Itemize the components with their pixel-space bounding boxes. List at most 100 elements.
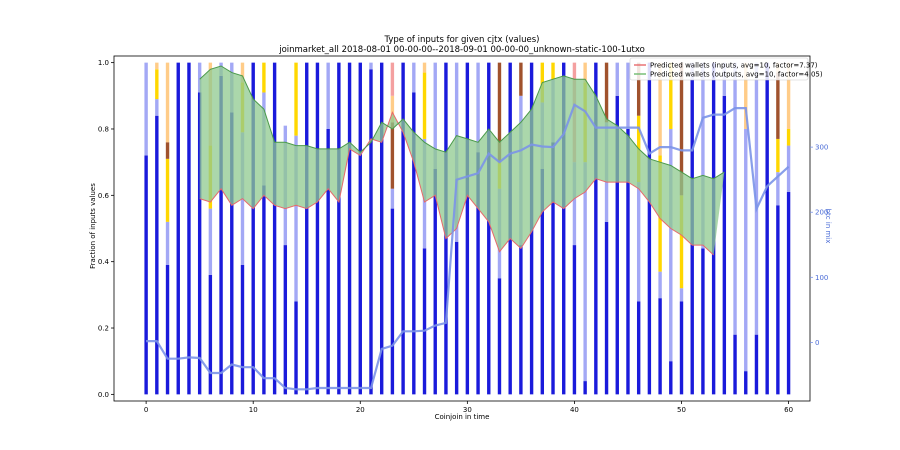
bar-segment-yellow-14 xyxy=(294,62,298,136)
bar-segment-remix-59 xyxy=(776,172,780,206)
bar-segment-fresh-23 xyxy=(390,208,395,395)
bar-segment-remix-44 xyxy=(615,62,619,96)
bar-segment-fresh-35 xyxy=(519,245,523,395)
bar-segment-fresh-48 xyxy=(658,298,662,395)
bar-segment-remix-52 xyxy=(701,62,705,249)
bar-segment-brown-43 xyxy=(604,62,609,123)
bar-segment-brown-35 xyxy=(519,62,523,96)
y-tick-label: 0.8 xyxy=(98,125,109,133)
bar-segment-remix-2 xyxy=(165,221,170,265)
bar-segment-fresh-41 xyxy=(583,381,587,395)
plot-area xyxy=(144,62,791,395)
bar-segment-fresh-19 xyxy=(347,62,352,395)
wallets-fill-band xyxy=(199,66,725,255)
bar-segment-remix-1 xyxy=(155,99,159,116)
bar-segment-fresh-58 xyxy=(765,62,769,395)
x-axis-label: Coinjoin in time xyxy=(435,413,490,421)
bar-segment-fresh-13 xyxy=(283,245,288,395)
bar-segment-remix-27 xyxy=(433,62,437,169)
bar-segment-fresh-59 xyxy=(776,205,780,395)
bar-segment-orange-60 xyxy=(786,62,791,129)
x-tick-label: 60 xyxy=(784,406,793,414)
bar-segment-remix-48 xyxy=(658,271,662,299)
bar-segment-yellow-49 xyxy=(669,62,673,129)
bar-segment-fresh-32 xyxy=(487,62,491,395)
bar-segment-fresh-49 xyxy=(669,361,673,395)
bar-segment-brown-33 xyxy=(497,62,502,163)
outputs-wallets-line xyxy=(199,65,725,180)
y-tick-label: 0.0 xyxy=(98,391,109,399)
bar-segment-yellow-60 xyxy=(786,128,791,146)
x-tick-label: 10 xyxy=(249,406,258,414)
bar-segment-yellow-26 xyxy=(422,72,427,139)
bar-segment-fresh-60 xyxy=(786,192,791,395)
bar-segment-fresh-22 xyxy=(379,62,384,395)
chart-title-line1: Type of inputs for given cjtx (values) xyxy=(384,35,540,45)
bar-segment-fresh-0 xyxy=(144,155,148,395)
bar-segment-fresh-17 xyxy=(326,128,330,395)
bar-segment-fresh-9 xyxy=(240,264,245,395)
btc-in-mix-line xyxy=(146,103,790,391)
bar-segment-orange-9 xyxy=(240,62,245,83)
bar-segment-fresh-38 xyxy=(551,142,555,395)
bar-segment-fresh-46 xyxy=(636,301,641,395)
y-tick-label: 0.2 xyxy=(98,325,109,333)
y-tick-label: 0.6 xyxy=(98,192,110,200)
bar-segment-remix-56 xyxy=(744,128,748,372)
legend-label: Predicted wallets (inputs, avg=10, facto… xyxy=(650,62,818,70)
bar-segment-fresh-57 xyxy=(754,334,759,395)
bar-segment-fresh-54 xyxy=(722,95,727,395)
bar-segment-fresh-42 xyxy=(594,62,598,395)
bar-segment-fresh-20 xyxy=(358,62,362,395)
legend-box xyxy=(629,57,809,81)
bar-segment-orange-41 xyxy=(583,62,587,83)
bar-segment-yellow-38 xyxy=(551,62,555,80)
bar-segment-fresh-47 xyxy=(647,62,652,395)
bar-segment-fresh-43 xyxy=(604,221,609,395)
bar-segment-fresh-18 xyxy=(337,62,341,395)
chart-title-line2: joinmarket_all 2018-08-01 00-00-00--2018… xyxy=(278,45,645,55)
y-axis-label: Fraction of inputs values xyxy=(89,183,97,269)
bar-segment-brown-23 xyxy=(390,122,395,189)
bar-segment-remix-14 xyxy=(294,135,298,302)
bar-segment-remix-55 xyxy=(733,62,737,335)
legend-label: Predicted wallets (outputs, avg=10, fact… xyxy=(650,71,823,79)
bar-segment-remix-5 xyxy=(197,62,202,93)
bar-segment-remix-25 xyxy=(412,62,416,93)
bar-segment-fresh-52 xyxy=(701,248,705,395)
bar-segment-fresh-50 xyxy=(679,301,684,395)
bar-segment-fresh-37 xyxy=(540,168,545,395)
bar-segment-fresh-5 xyxy=(197,92,202,395)
bar-segment-fresh-25 xyxy=(412,92,416,395)
bar-segment-remix-17 xyxy=(326,62,330,129)
bar-segment-fresh-16 xyxy=(315,62,320,395)
bar-segment-fresh-12 xyxy=(272,62,277,395)
bar-segment-fresh-29 xyxy=(454,241,459,395)
bar-segment-fresh-1 xyxy=(155,115,159,395)
inputs-wallets-line xyxy=(199,111,714,256)
bar-segment-fresh-15 xyxy=(305,62,309,395)
bar-segment-fresh-33 xyxy=(497,278,502,395)
bar-segment-orange-1 xyxy=(155,62,159,70)
bar-segment-fresh-21 xyxy=(369,69,373,395)
bar-segment-remix-41 xyxy=(583,162,587,382)
plot-frame xyxy=(113,55,811,402)
bar-segment-fresh-31 xyxy=(476,152,480,395)
bar-segment-remix-50 xyxy=(679,288,684,302)
bar-segment-brown-46 xyxy=(636,62,641,116)
bar-segment-fresh-44 xyxy=(615,95,619,395)
y2-tick-label: 200 xyxy=(815,209,828,217)
bar-segment-orange-48 xyxy=(658,62,662,156)
bar-segment-fresh-2 xyxy=(165,264,170,395)
bar-segment-orange-2 xyxy=(165,62,170,143)
bar-segment-remix-46 xyxy=(636,182,641,302)
x-tick-label: 50 xyxy=(677,406,686,414)
y2-tick-label: 100 xyxy=(815,274,828,282)
bar-segment-remix-40 xyxy=(572,162,577,246)
bar-segment-remix-23 xyxy=(390,188,395,209)
bar-segment-fresh-3 xyxy=(176,62,180,395)
bar-segment-fresh-14 xyxy=(294,301,298,395)
y2-tick-label: 300 xyxy=(815,144,828,152)
bar-segment-fresh-55 xyxy=(733,334,737,395)
